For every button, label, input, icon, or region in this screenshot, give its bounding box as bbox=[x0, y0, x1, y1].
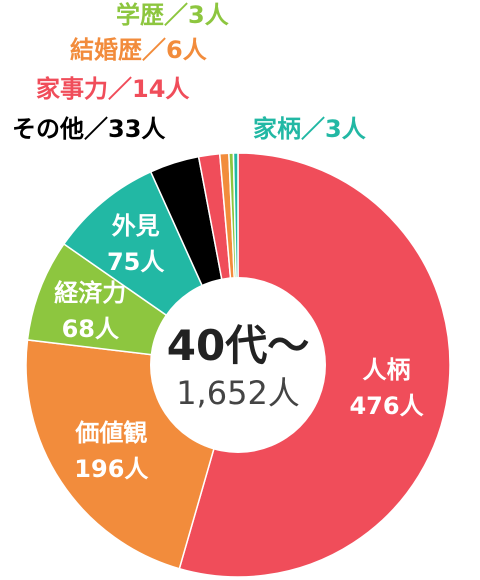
outside-label-家柄: 家柄／3人 bbox=[253, 115, 366, 143]
outside-label-結婚歴: 結婚歴／6人 bbox=[70, 36, 207, 64]
center-title: 40代〜 bbox=[167, 321, 309, 370]
slice-label-value-価値観: 196人 bbox=[74, 455, 148, 483]
slice-label-name-価値観: 価値観 bbox=[74, 419, 147, 447]
center-subtitle: 1,652人 bbox=[176, 374, 300, 412]
slice-label-name-経済力: 経済力 bbox=[54, 279, 126, 307]
outside-label-その他: その他／33人 bbox=[12, 115, 165, 143]
slice-label-value-人柄: 476人 bbox=[349, 392, 423, 420]
outside-label-家事力: 家事力／14人 bbox=[36, 75, 189, 103]
slice-label-value-経済力: 68人 bbox=[62, 315, 119, 343]
slice-label-value-外見: 75人 bbox=[107, 248, 164, 276]
donut-hole bbox=[150, 277, 326, 453]
outside-label-学歴: 学歴／3人 bbox=[116, 1, 229, 29]
slice-label-name-人柄: 人柄 bbox=[363, 356, 411, 384]
slice-label-name-外見: 外見 bbox=[112, 212, 160, 240]
